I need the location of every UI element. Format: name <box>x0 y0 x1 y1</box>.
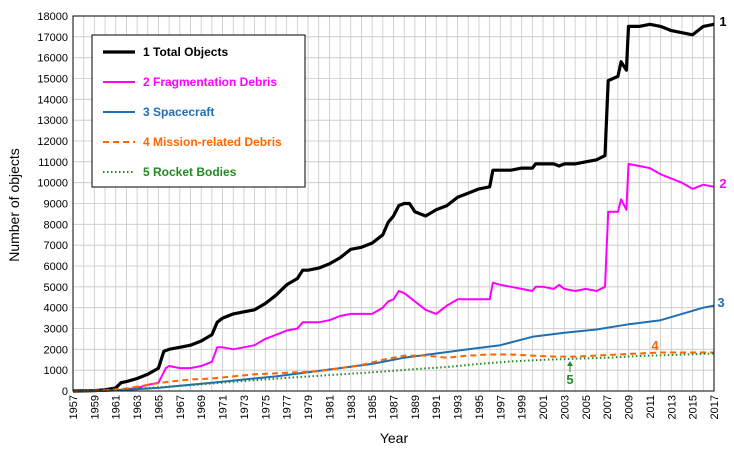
legend-entry: 2 Fragmentation Debris <box>143 75 277 89</box>
y-tick-label: 18000 <box>37 11 68 23</box>
y-tick-label: 10000 <box>37 178 68 190</box>
y-tick-label: 0 <box>62 386 68 398</box>
y-tick-label: 8000 <box>44 219 68 231</box>
x-tick-label: 2003 <box>559 395 571 419</box>
y-tick-label: 5000 <box>44 282 68 294</box>
x-tick-label: 1969 <box>196 395 208 419</box>
x-tick-label: 2001 <box>538 395 550 419</box>
series-line-4 <box>72 351 714 392</box>
series-end-label: 4 <box>651 338 659 353</box>
x-tick-label: 1967 <box>175 395 187 419</box>
x-tick-label: 1989 <box>410 395 422 419</box>
x-tick-label: 1997 <box>495 395 507 419</box>
annotation-arrowhead <box>567 361 573 366</box>
series-line-5 <box>72 352 715 392</box>
legend-entry: 3 Spacecraft <box>143 105 214 119</box>
series-end-label: 1 <box>719 14 726 29</box>
y-tick-label: 12000 <box>37 136 68 148</box>
x-axis-title: Year <box>380 430 409 446</box>
x-tick-label: 1993 <box>453 395 465 419</box>
x-tick-label: 1959 <box>89 395 101 419</box>
x-tick-label: 1971 <box>218 395 230 419</box>
legend-entry: 4 Mission-related Debris <box>143 135 282 149</box>
x-tick-label: 1979 <box>303 395 315 419</box>
series-layer <box>72 22 715 393</box>
y-tick-label: 11000 <box>38 157 68 169</box>
y-tick-label: 16000 <box>37 53 68 65</box>
y-tick-label: 4000 <box>44 303 68 315</box>
x-tick-label: 1999 <box>517 395 529 419</box>
x-tick-label: 1965 <box>153 395 165 419</box>
x-tick-label: 1973 <box>239 395 251 419</box>
legend: 1 Total Objects 2 Fragmentation Debris 3 S… <box>91 34 306 188</box>
legend-entry: 1 Total Objects <box>143 45 228 59</box>
series-line-3 <box>72 304 715 392</box>
y-tick-label: 7000 <box>44 240 68 252</box>
y-tick-label: 15000 <box>37 74 68 86</box>
y-tick-label: 1000 <box>44 365 68 377</box>
series-end-labels: 1 2 3 4 5 <box>566 14 726 387</box>
x-tick-label: 2013 <box>666 395 678 419</box>
y-tick-label: 2000 <box>44 344 68 356</box>
x-tick-label: 1975 <box>260 395 272 419</box>
x-tick-label: 1981 <box>324 395 336 419</box>
y-tick-labels: 0 1000 2000 3000 4000 5000 6000 7000 8000 9000 100… <box>37 11 68 398</box>
x-tick-label: 2011 <box>645 395 657 419</box>
x-tick-label: 2007 <box>602 395 614 419</box>
x-tick-label: 1995 <box>474 395 486 419</box>
y-tick-label: 6000 <box>44 261 68 273</box>
y-axis-title: Number of objects <box>6 148 22 262</box>
x-tick-label: 2005 <box>581 395 593 419</box>
x-tick-label: 1983 <box>346 395 358 419</box>
series-end-label: 5 <box>566 372 573 387</box>
x-tick-label: 1985 <box>367 395 379 419</box>
x-tick-label: 1977 <box>282 395 294 419</box>
series-end-label: 3 <box>717 295 724 310</box>
y-tick-label: 3000 <box>44 324 68 336</box>
plot-border <box>72 15 715 392</box>
x-tick-label: 1957 <box>68 395 80 419</box>
series-line-2 <box>73 162 715 392</box>
x-tick-label: 2015 <box>688 395 700 419</box>
x-tick-label: 1991 <box>431 395 443 419</box>
y-tick-label: 9000 <box>44 199 68 211</box>
x-tick-labels: 1957 1959 1961 1963 1965 1967 1969 1971 1973 1975… <box>68 395 721 419</box>
y-tick-label: 14000 <box>37 94 68 106</box>
x-tick-label: 2017 <box>709 395 721 419</box>
y-tick-label: 13000 <box>37 115 68 127</box>
x-tick-label: 2009 <box>624 395 636 419</box>
x-tick-label: 1963 <box>132 395 144 419</box>
y-tick-label: 17000 <box>37 32 68 44</box>
series-end-label: 2 <box>719 176 726 191</box>
series-line-1 <box>72 22 715 393</box>
x-tick-label: 1987 <box>389 395 401 419</box>
legend-entry: 5 Rocket Bodies <box>143 165 237 179</box>
x-tick-label: 1961 <box>111 395 123 419</box>
